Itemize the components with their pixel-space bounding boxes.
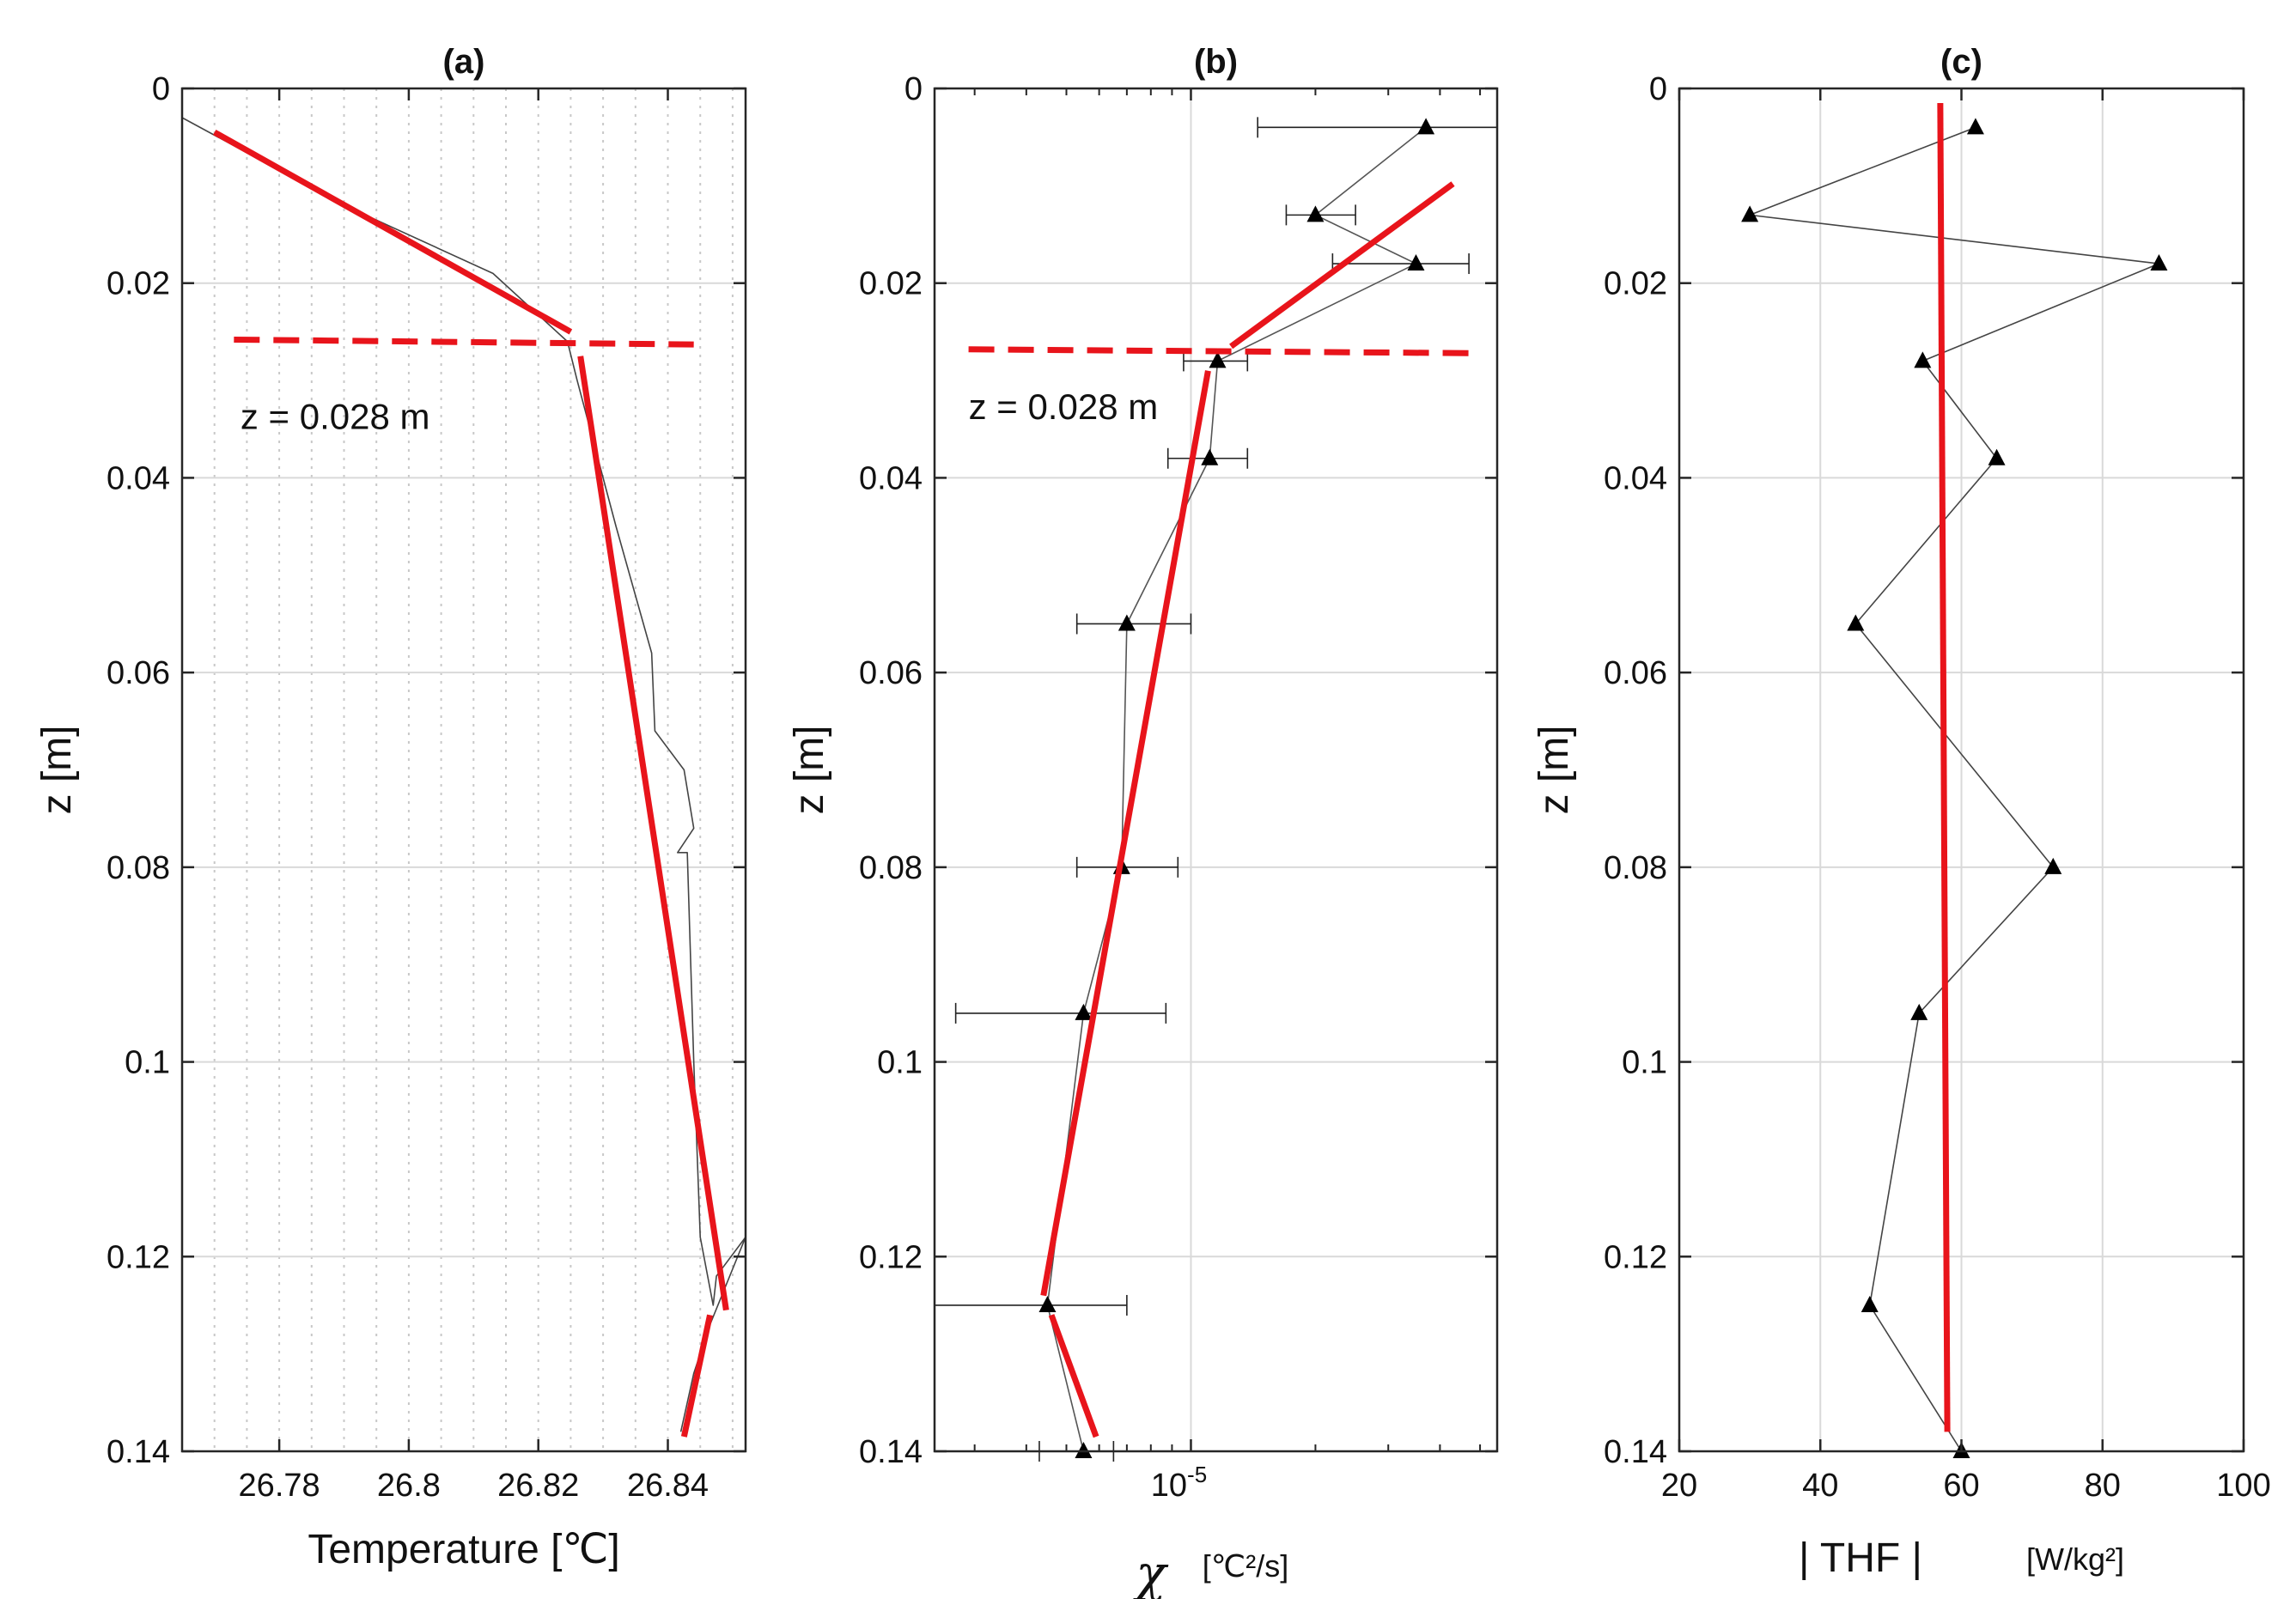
panel-3-y-tick-label: 0.1 <box>1622 1045 1667 1081</box>
panel-3-y-tick-label: 0.02 <box>1604 266 1667 302</box>
panel-1-y-tick-label: 0.12 <box>107 1239 170 1275</box>
panel-2-axes-frame <box>933 87 1499 1453</box>
panel-3-x-tick-label: 40 <box>1802 1468 1838 1504</box>
panel-1-annotation: z = 0.028 m <box>241 396 430 436</box>
panel-3-series--thf--line <box>1749 126 2160 1452</box>
data-layer <box>181 102 2168 1462</box>
panel-3-x-tick-label: 80 <box>2085 1468 2121 1504</box>
panel-2-y-tick-label: 0.06 <box>859 655 923 691</box>
panel-2-y-tick-label: 0.04 <box>859 460 923 496</box>
panel-2-data-point <box>1417 118 1435 135</box>
panel-3-data-point <box>1741 205 1759 222</box>
panel-3-series-fit-line <box>1937 102 1951 1432</box>
panel-1-series-temperature-profile-line <box>181 117 746 1432</box>
panel-3-data-point <box>2150 254 2168 271</box>
panel-3-y-tick-label: 0.06 <box>1604 655 1667 691</box>
panel-2-y-tick-label: 0.08 <box>859 850 923 886</box>
panel-2-y-tick-label: 0.14 <box>859 1434 923 1470</box>
panel-3-y-tick-label: 0.08 <box>1604 850 1667 886</box>
panel-3-xlabel-units: [W/kg²] <box>2026 1541 2124 1577</box>
panel-2-x-tick-exponent: -5 <box>1187 1462 1207 1487</box>
panel-1-series-mixing-depth-dashed--line <box>234 336 694 348</box>
panel-2-series-mixing-depth-dashed--line <box>968 346 1477 356</box>
panel-3-y-tick-label: 0 <box>1649 71 1667 107</box>
panel-3-data-point <box>1847 614 1865 631</box>
panel-1-axes-frame <box>180 87 747 1453</box>
panel-2-y-tick-label: 0 <box>904 71 923 107</box>
panel-3-data-point <box>2044 857 2062 874</box>
panel-2-data-point <box>1118 614 1136 631</box>
frame-layer <box>180 87 2245 1453</box>
panel-3-y-tick-label: 0.04 <box>1604 460 1667 496</box>
panel-1-y-tick-label: 0.1 <box>125 1045 170 1081</box>
panel-1-y-tick-label: 0.08 <box>107 850 170 886</box>
panel-2-series-fit-below-mixing-depth-line <box>1040 370 1211 1297</box>
panel-3-data-point <box>1914 351 1932 368</box>
panel-1-series-fit-below-mixing-depth-line <box>577 356 729 1311</box>
panel-3-x-tick-label: 100 <box>2216 1468 2270 1504</box>
panel-2-series-chi-estimates-line <box>1046 126 1427 1452</box>
panel-1-x-tick-label: 26.78 <box>239 1468 320 1504</box>
panel-1-title: (a) <box>443 43 485 81</box>
panel-2-y-tick-label: 0.12 <box>859 1239 923 1275</box>
panel-2-data-point <box>1075 1003 1093 1020</box>
grid-layer <box>182 88 2244 1452</box>
panel-3-y-tick-label: 0.14 <box>1604 1434 1667 1470</box>
panel-2-annotation: z = 0.028 m <box>969 386 1159 427</box>
panel-2-y-tick-label: 0.02 <box>859 266 923 302</box>
panel-1-series-fit-bottom-segment-line <box>680 1314 713 1438</box>
panel-3-xlabel: | THF | <box>1799 1535 1922 1581</box>
panel-3-x-tick-label: 60 <box>1943 1468 1979 1504</box>
panel-1-y-tick-label: 0.14 <box>107 1434 170 1470</box>
panel-3-x-tick-label: 20 <box>1661 1468 1697 1504</box>
panel-3-data-point <box>1966 118 1984 135</box>
panel-3-data-point <box>1988 448 2006 465</box>
panel-3-data-point <box>1861 1295 1879 1312</box>
panel-1-y-tick-label: 0.02 <box>107 266 170 302</box>
panel-2-data-point <box>1209 351 1227 368</box>
panel-2-x-tick-label: 10-5 <box>1151 1462 1207 1504</box>
panel-3-title: (c) <box>1940 43 1982 81</box>
text-layer: 0 0.02 0.04 0.06 0.08 0.1 0.12 0.14 26.78 26.8 26.… <box>34 43 2271 1599</box>
panel-1-ylabel: z [m] <box>34 726 80 815</box>
panel-2-data-point <box>1201 448 1219 465</box>
panel-2-xlabel-units: [℃²/s] <box>1203 1548 1288 1584</box>
panel-2-data-point <box>1407 254 1425 271</box>
panel-1-series-fit-above-mixing-depth-line <box>212 129 573 335</box>
panel-2-series-fit-bottom-segment-line <box>1048 1314 1099 1438</box>
panel-2-y-tick-label: 0.1 <box>877 1045 923 1081</box>
panel-2-data-point <box>1306 205 1325 222</box>
panel-2-data-point <box>1075 1442 1093 1458</box>
panel-1-x-tick-label: 26.82 <box>497 1468 579 1504</box>
panel-2-xlabel: χ <box>1132 1544 1168 1599</box>
panel-1-y-tick-label: 0.04 <box>107 460 170 496</box>
panel-1-y-tick-label: 0.06 <box>107 655 170 691</box>
panel-3-data-point <box>1910 1003 1928 1020</box>
panel-1-x-tick-label: 26.8 <box>377 1468 441 1504</box>
panel-3-ylabel: z [m] <box>1532 726 1577 815</box>
panel-1-x-tick-label: 26.84 <box>627 1468 709 1504</box>
panel-2-data-point <box>1038 1295 1057 1312</box>
panel-1-y-tick-label: 0 <box>152 71 170 107</box>
panel-2-title: (b) <box>1194 43 1238 81</box>
panel-1-xlabel: Temperature [℃] <box>308 1527 619 1572</box>
panel-3-y-tick-label: 0.12 <box>1604 1239 1667 1275</box>
panel-2-series-fit-above-mixing-depth-line <box>1229 181 1455 350</box>
panel-2-ylabel: z [m] <box>787 726 832 815</box>
